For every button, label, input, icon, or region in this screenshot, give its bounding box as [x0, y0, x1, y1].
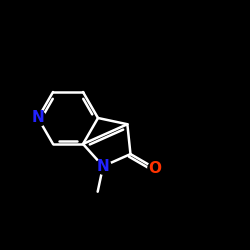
Text: N: N: [97, 159, 110, 174]
Text: N: N: [32, 110, 44, 126]
Text: O: O: [148, 160, 161, 176]
